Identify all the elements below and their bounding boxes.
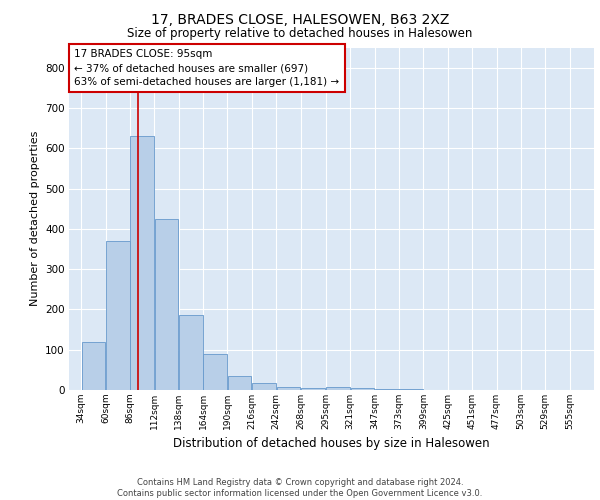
Bar <box>179 316 203 390</box>
Bar <box>277 387 300 390</box>
Bar <box>130 136 154 390</box>
Bar <box>106 241 130 390</box>
Y-axis label: Number of detached properties: Number of detached properties <box>29 131 40 306</box>
Text: Size of property relative to detached houses in Halesowen: Size of property relative to detached ho… <box>127 28 473 40</box>
Bar <box>155 219 178 390</box>
Bar <box>203 354 227 390</box>
Text: 17 BRADES CLOSE: 95sqm
← 37% of detached houses are smaller (697)
63% of semi-de: 17 BRADES CLOSE: 95sqm ← 37% of detached… <box>74 49 340 87</box>
Bar <box>350 388 374 390</box>
Text: Contains HM Land Registry data © Crown copyright and database right 2024.
Contai: Contains HM Land Registry data © Crown c… <box>118 478 482 498</box>
Bar <box>252 382 276 390</box>
Text: 17, BRADES CLOSE, HALESOWEN, B63 2XZ: 17, BRADES CLOSE, HALESOWEN, B63 2XZ <box>151 12 449 26</box>
Bar <box>326 387 350 390</box>
X-axis label: Distribution of detached houses by size in Halesowen: Distribution of detached houses by size … <box>173 438 490 450</box>
Bar <box>400 389 423 390</box>
Bar <box>82 342 105 390</box>
Bar <box>228 376 251 390</box>
Bar <box>301 388 325 390</box>
Bar <box>375 389 398 390</box>
